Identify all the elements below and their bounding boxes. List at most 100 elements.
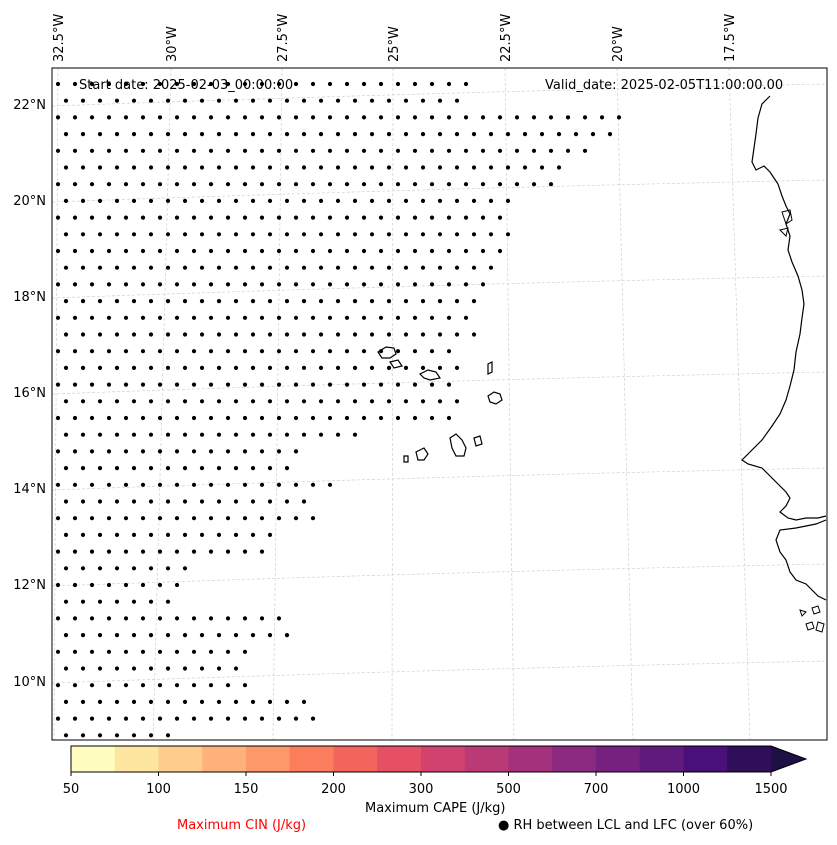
rh-dot bbox=[165, 198, 171, 203]
rh-dot bbox=[89, 415, 95, 421]
rh-dot bbox=[89, 449, 95, 454]
rh-dot bbox=[505, 232, 511, 237]
rh-dot bbox=[80, 98, 86, 103]
rh-dot bbox=[63, 399, 69, 404]
rh-dot bbox=[80, 599, 86, 604]
colorbar-segment bbox=[639, 746, 684, 772]
rh-dot bbox=[157, 215, 163, 220]
rh-dot bbox=[335, 399, 341, 404]
rh-dot bbox=[72, 482, 78, 487]
rh-dot bbox=[63, 532, 69, 538]
rh-dot bbox=[548, 182, 554, 187]
rh-dot bbox=[352, 332, 358, 337]
rh-dot bbox=[437, 399, 443, 404]
rh-dot bbox=[497, 115, 503, 120]
rh-dot bbox=[539, 165, 545, 170]
rh-dot bbox=[395, 349, 401, 354]
longitude-tick-label: 20°W bbox=[611, 26, 626, 62]
rh-dot bbox=[429, 415, 435, 421]
sao-vicente-island bbox=[389, 359, 403, 369]
colorbar-segment bbox=[596, 746, 641, 772]
rh-dot bbox=[556, 132, 562, 137]
rh-dot bbox=[369, 299, 375, 304]
rh-dot bbox=[429, 248, 435, 254]
rh-dot bbox=[378, 81, 384, 87]
rh-dot bbox=[267, 432, 273, 437]
rh-dot bbox=[72, 315, 78, 320]
rh-dot bbox=[259, 148, 265, 153]
rh-dot bbox=[454, 399, 460, 404]
rh-dot bbox=[327, 382, 333, 387]
rh-dot bbox=[114, 165, 120, 170]
rh-dot bbox=[140, 81, 146, 87]
rh-dot bbox=[140, 716, 146, 721]
rh-dot bbox=[480, 282, 486, 287]
rh-dot bbox=[378, 282, 384, 287]
rh-dot bbox=[80, 733, 86, 738]
colorbar-segment bbox=[333, 746, 378, 772]
rh-dot bbox=[259, 315, 265, 320]
rh-dot bbox=[412, 215, 418, 220]
rh-dot bbox=[335, 198, 341, 203]
rh-dot bbox=[199, 232, 205, 237]
rh-dot bbox=[293, 415, 299, 421]
parallel-line bbox=[51, 275, 828, 299]
rh-dot bbox=[106, 349, 112, 354]
rh-dot bbox=[174, 716, 180, 721]
rh-dot bbox=[412, 81, 418, 87]
rh-dot bbox=[412, 148, 418, 153]
rh-dot bbox=[131, 365, 137, 370]
rh-dot bbox=[80, 466, 86, 471]
rh-dot bbox=[89, 282, 95, 287]
rh-dot bbox=[123, 115, 129, 120]
rh-dot bbox=[63, 466, 69, 471]
rh-dot bbox=[284, 132, 290, 137]
rh-dot bbox=[174, 115, 180, 120]
colorbar-segment bbox=[114, 746, 159, 772]
rh-dot bbox=[114, 265, 120, 270]
rh-dot bbox=[123, 415, 129, 421]
rh-dot bbox=[429, 349, 435, 354]
rh-dot bbox=[80, 666, 86, 671]
rh-dot bbox=[174, 81, 180, 87]
rh-dot bbox=[199, 165, 205, 170]
rh-dot bbox=[199, 332, 205, 337]
rh-dot bbox=[284, 432, 290, 437]
latitude-tick-label: 18°N bbox=[13, 290, 46, 305]
rh-dot bbox=[267, 265, 273, 270]
rh-dot bbox=[318, 332, 324, 337]
rh-dot bbox=[420, 198, 426, 203]
rh-dot bbox=[420, 332, 426, 337]
rh-dot bbox=[454, 299, 460, 304]
rh-dot bbox=[429, 81, 435, 87]
rh-dot bbox=[437, 132, 443, 137]
rh-dot bbox=[55, 649, 61, 654]
rh-dot bbox=[225, 349, 231, 354]
rh-dot bbox=[174, 449, 180, 454]
rh-dot bbox=[157, 349, 163, 354]
rh-dot bbox=[344, 248, 350, 254]
rh-dot bbox=[259, 449, 265, 454]
rh-dot bbox=[157, 616, 163, 621]
coastline-layer bbox=[377, 95, 827, 633]
rh-dot bbox=[386, 299, 392, 304]
rh-dot bbox=[318, 165, 324, 170]
rh-dot bbox=[225, 215, 231, 220]
rh-dot bbox=[301, 365, 307, 370]
rh-dot bbox=[208, 81, 214, 87]
rh-dot bbox=[131, 666, 137, 671]
rh-dot bbox=[157, 148, 163, 153]
rh-dot bbox=[565, 148, 571, 153]
rh-dot bbox=[293, 382, 299, 387]
rh-dot bbox=[191, 349, 197, 354]
rh-dot bbox=[80, 132, 86, 137]
rh-dot bbox=[225, 182, 231, 187]
rh-dot bbox=[157, 482, 163, 487]
rh-dot bbox=[114, 566, 120, 571]
rh-dot bbox=[344, 415, 350, 421]
rh-dot bbox=[148, 466, 154, 471]
rh-dot bbox=[276, 315, 282, 320]
rh-dot bbox=[250, 633, 256, 638]
rh-dot bbox=[80, 699, 86, 705]
